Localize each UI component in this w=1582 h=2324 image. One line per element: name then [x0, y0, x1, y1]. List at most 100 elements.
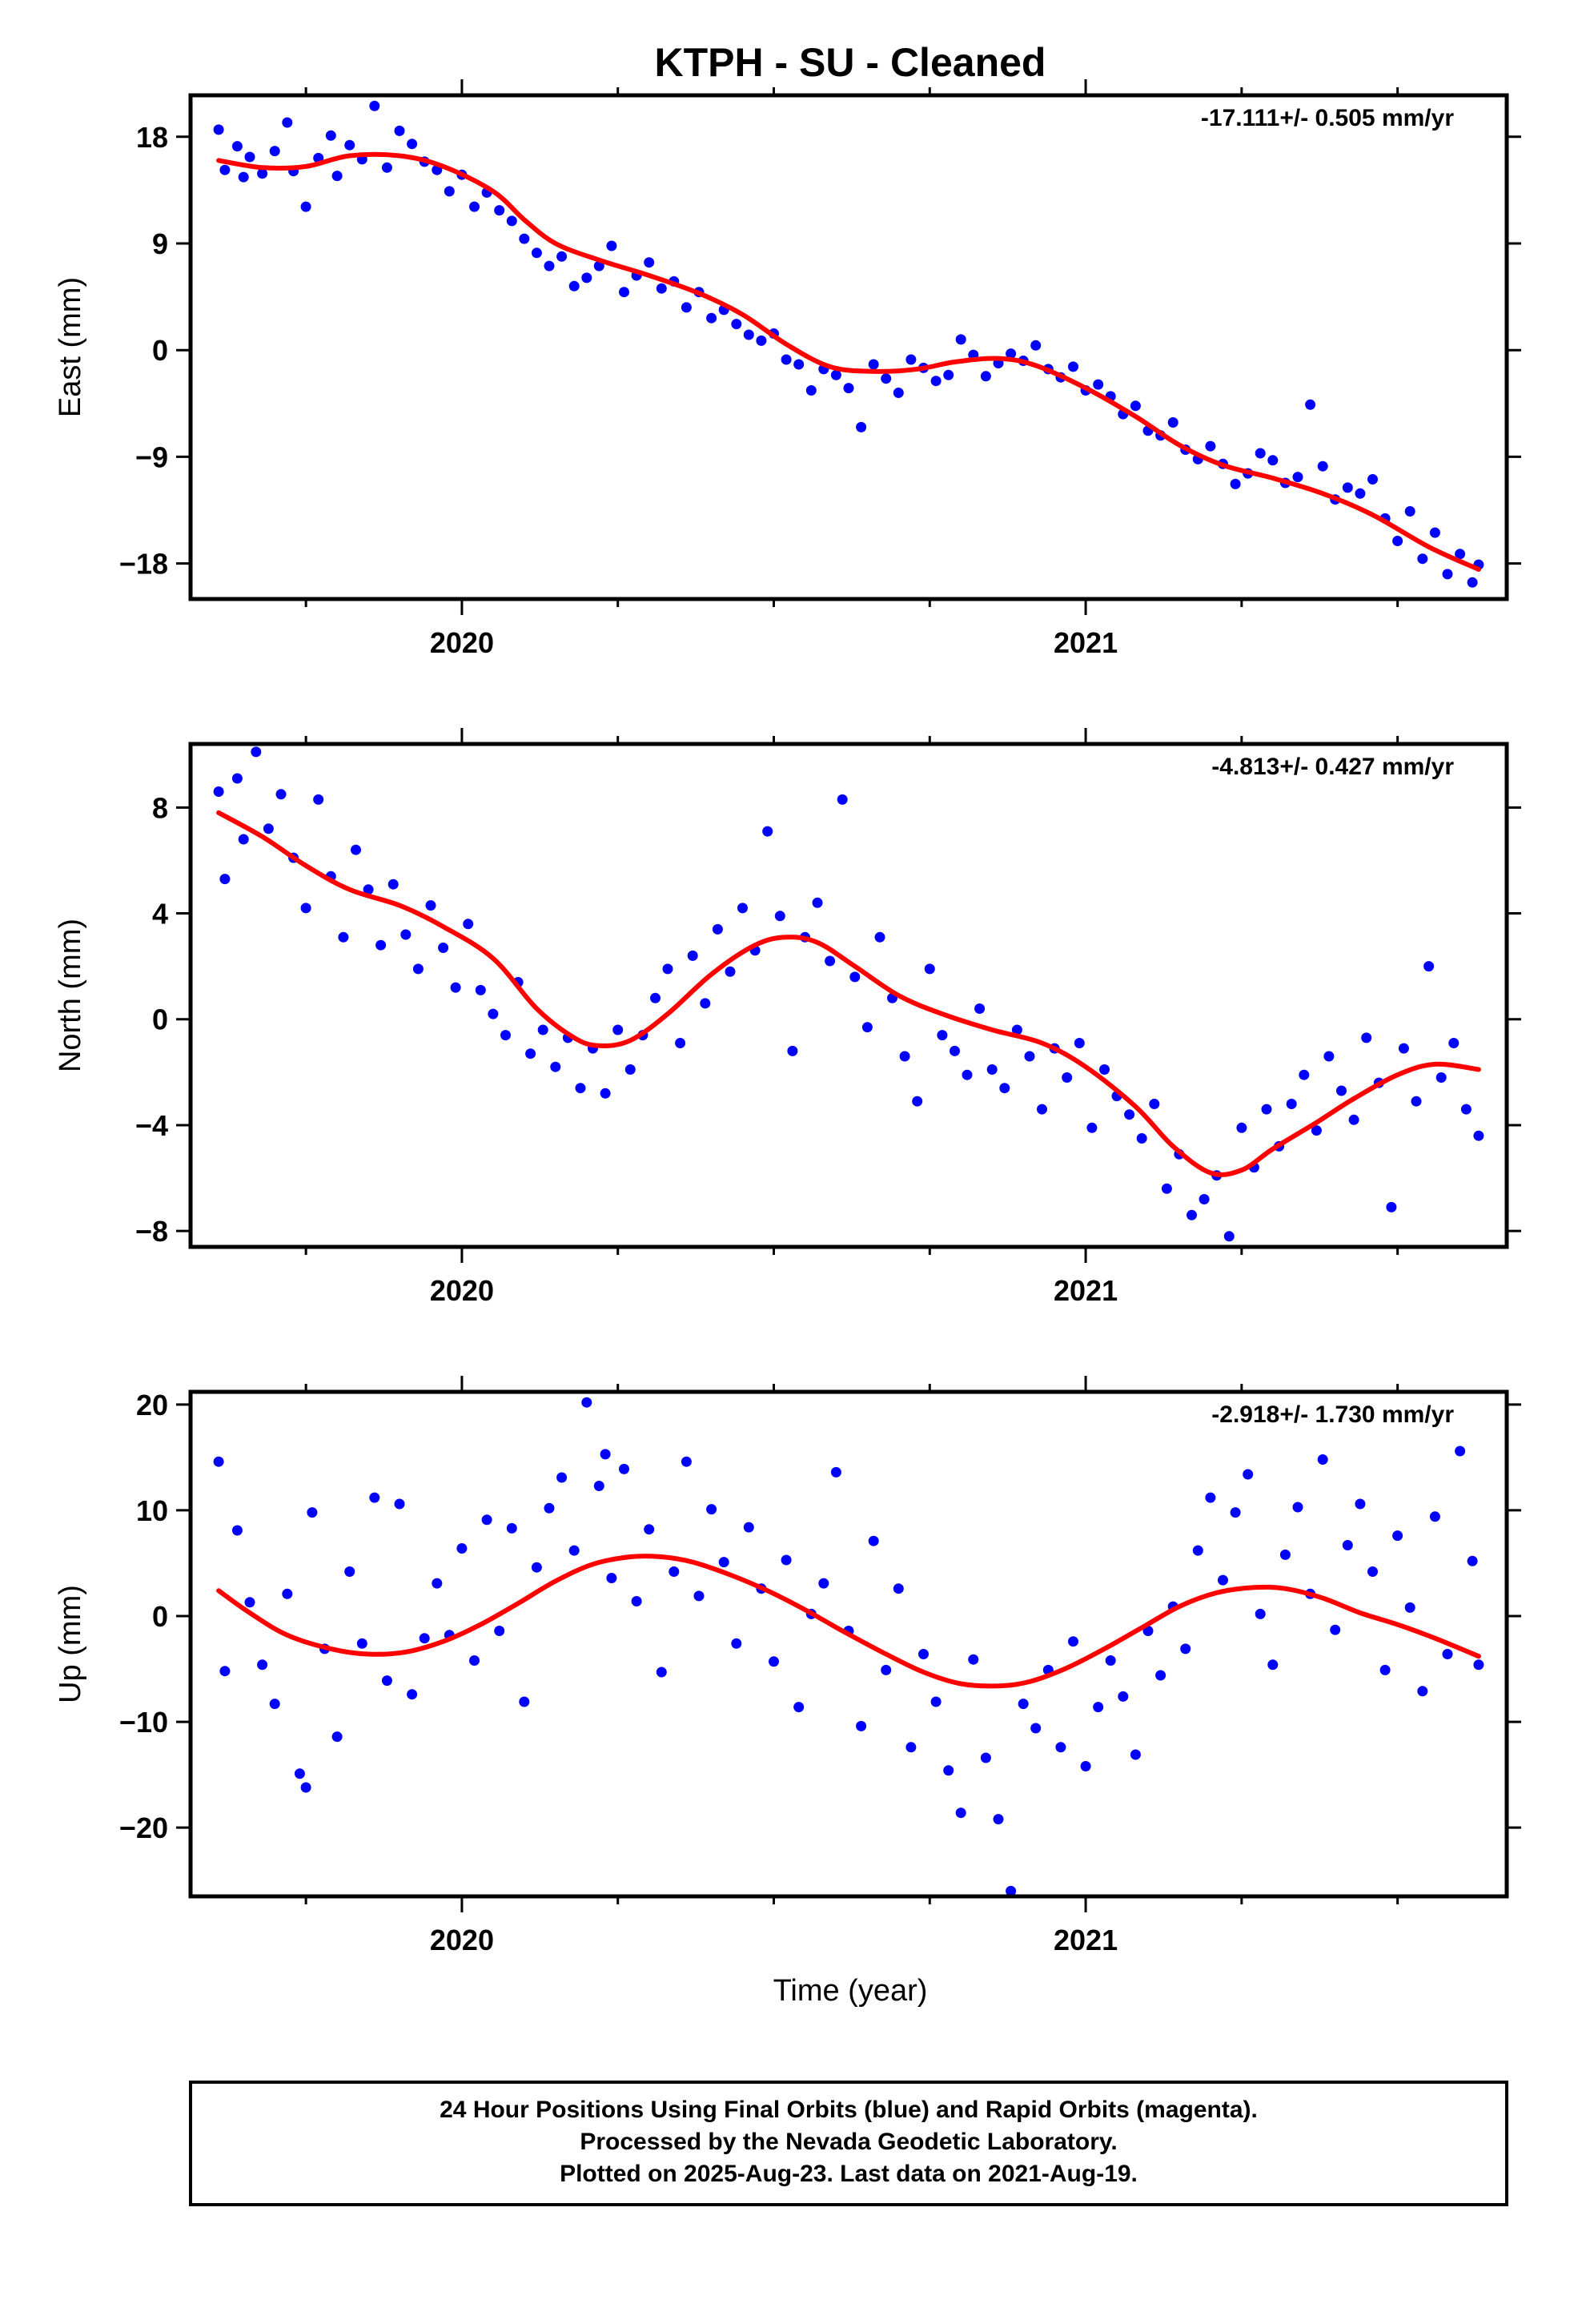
- north-y-tick-label: 8: [152, 791, 168, 824]
- data-point: [662, 963, 673, 975]
- footer-frame: [189, 2081, 1508, 2206]
- data-point: [1230, 478, 1241, 489]
- data-point: [519, 1696, 530, 1707]
- data-point: [974, 1003, 986, 1014]
- data-point: [537, 1024, 548, 1035]
- data-point: [1205, 440, 1216, 452]
- north-panel: 8 4 0 −4 −8 2020 2021 North (mm) -4.813+/- 0.427…: [54, 728, 1521, 1307]
- data-point: [606, 1573, 617, 1583]
- data-point: [1473, 1130, 1484, 1141]
- data-point: [606, 240, 617, 251]
- data-point: [793, 1702, 805, 1713]
- data-point: [818, 1578, 829, 1589]
- data-point: [955, 1807, 966, 1819]
- data-point: [369, 100, 380, 111]
- data-point: [1006, 1885, 1017, 1896]
- data-point: [861, 1022, 873, 1033]
- up-y-tick-label: 10: [136, 1494, 168, 1527]
- data-point: [275, 789, 287, 800]
- data-point: [1442, 1649, 1453, 1659]
- data-point: [544, 260, 555, 271]
- figure-title: KTPH - SU - Cleaned: [655, 40, 1046, 85]
- east-y-tick-label: 0: [152, 334, 168, 367]
- data-point: [930, 1696, 942, 1707]
- east-y-tick-label: −9: [135, 440, 168, 473]
- data-point: [1342, 1540, 1353, 1550]
- data-point: [619, 1463, 629, 1474]
- data-point: [644, 257, 655, 268]
- data-point: [1068, 1636, 1078, 1647]
- data-point: [731, 1638, 742, 1649]
- data-point: [381, 1675, 392, 1687]
- data-point: [1323, 1051, 1335, 1062]
- data-point: [1037, 1104, 1047, 1115]
- up-x-tick-label: 2021: [1054, 1924, 1118, 1956]
- data-point: [1180, 1643, 1191, 1655]
- data-point: [830, 1466, 841, 1478]
- data-point: [687, 950, 698, 961]
- data-point: [656, 283, 667, 294]
- data-point: [1062, 1072, 1073, 1083]
- data-point: [681, 302, 692, 313]
- data-point: [381, 162, 392, 173]
- data-point: [1105, 1655, 1116, 1666]
- data-point: [219, 164, 231, 175]
- data-point: [325, 130, 336, 141]
- data-point: [1473, 1659, 1484, 1671]
- data-point: [737, 903, 748, 914]
- north-points: [213, 746, 1484, 1242]
- x-axis-label: Time (year): [773, 1974, 928, 2008]
- data-point: [1130, 400, 1141, 412]
- data-point: [675, 1038, 686, 1048]
- data-point: [1330, 1624, 1341, 1635]
- data-point: [331, 1731, 343, 1743]
- data-point: [1336, 1085, 1347, 1096]
- data-point: [619, 287, 629, 298]
- data-point: [650, 992, 661, 1003]
- data-point: [488, 1008, 499, 1019]
- data-point: [475, 984, 486, 995]
- data-point: [943, 1765, 954, 1776]
- data-point: [787, 1045, 798, 1056]
- data-point: [943, 369, 954, 380]
- data-point: [469, 201, 480, 212]
- data-point: [556, 251, 568, 262]
- data-point: [1006, 348, 1017, 360]
- data-point: [338, 931, 349, 943]
- data-point: [1192, 1545, 1203, 1556]
- data-point: [344, 139, 355, 151]
- data-point: [731, 319, 742, 330]
- data-point: [481, 1514, 492, 1526]
- data-point: [300, 1782, 311, 1793]
- data-point: [1267, 1659, 1279, 1671]
- data-point: [849, 971, 861, 983]
- north-velocity-label: -4.813+/- 0.427 mm/yr: [1211, 754, 1454, 780]
- data-point: [893, 388, 904, 398]
- data-point: [394, 125, 405, 136]
- data-point: [282, 117, 293, 128]
- data-point: [825, 955, 836, 967]
- data-point: [593, 1481, 604, 1491]
- data-point: [307, 1507, 318, 1518]
- data-point: [1167, 417, 1178, 428]
- data-point: [1411, 1096, 1422, 1107]
- east-x-tick-label: 2020: [430, 626, 494, 659]
- up-velocity-label: -2.918+/- 1.730 mm/yr: [1211, 1401, 1454, 1428]
- footer-line-2: Processed by the Nevada Geodetic Laborat…: [580, 2129, 1117, 2155]
- data-point: [1161, 1183, 1172, 1194]
- east-y-tick-label: 18: [136, 121, 168, 154]
- data-point: [1236, 1122, 1247, 1133]
- up-y-tick-label: −20: [119, 1811, 168, 1844]
- data-point: [1018, 1699, 1029, 1710]
- data-point: [407, 1689, 418, 1700]
- data-point: [706, 1504, 717, 1515]
- data-point: [1367, 474, 1378, 485]
- data-point: [856, 1720, 867, 1731]
- up-panel: 20 10 0 −10 −20 2020 2021 Up (mm) -2.918+/- 1.73…: [54, 1376, 1521, 1956]
- data-point: [881, 373, 892, 384]
- data-point: [950, 1045, 960, 1056]
- data-point: [1404, 1602, 1415, 1613]
- data-point: [231, 1525, 243, 1536]
- data-point: [1417, 1686, 1428, 1697]
